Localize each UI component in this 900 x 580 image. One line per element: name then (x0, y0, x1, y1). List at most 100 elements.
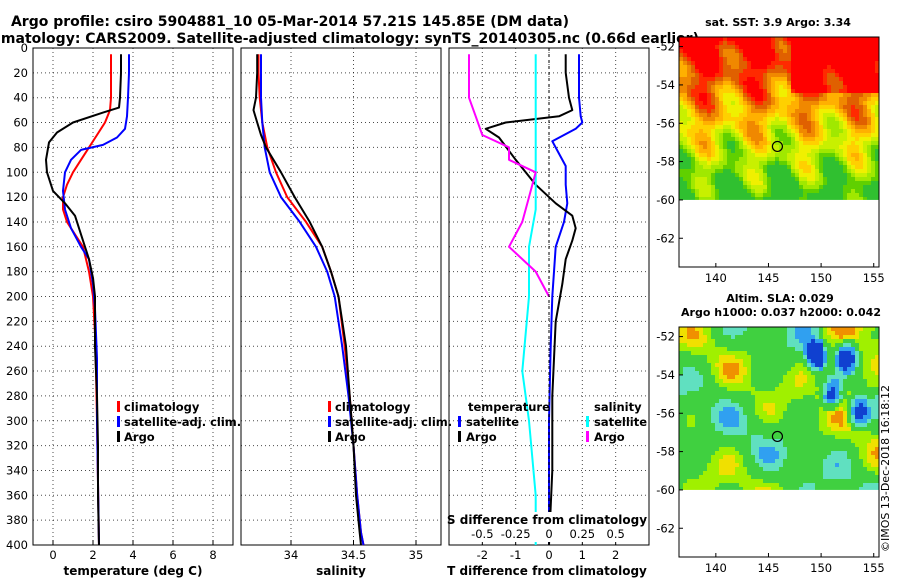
heatmap-cell (759, 129, 763, 133)
heatmap-cell (839, 331, 843, 335)
heatmap-cell (683, 439, 687, 443)
heatmap-cell (731, 335, 735, 339)
heatmap-cell (775, 177, 779, 181)
heatmap-cell (687, 463, 691, 467)
heatmap-cell (707, 459, 711, 463)
heatmap-cell (843, 475, 847, 479)
heatmap-cell (719, 117, 723, 121)
heatmap-cell (875, 375, 879, 379)
heatmap-cell (771, 391, 775, 395)
heatmap-cell (851, 157, 855, 161)
heatmap-cell (843, 189, 847, 193)
heatmap-cell (775, 81, 779, 85)
heatmap-cell (715, 455, 719, 459)
heatmap-cell (739, 363, 743, 367)
heatmap-cell (831, 73, 835, 77)
heatmap-cell (687, 371, 691, 375)
heatmap-cell (723, 133, 727, 137)
heatmap-cell (695, 471, 699, 475)
heatmap-cell (831, 165, 835, 169)
heatmap-cell (775, 367, 779, 371)
heatmap-cell (831, 137, 835, 141)
heatmap-cell (727, 177, 731, 181)
heatmap-cell (779, 443, 783, 447)
heatmap-cell (875, 351, 879, 355)
heatmap-cell (835, 375, 839, 379)
heatmap-cell (763, 117, 767, 121)
heatmap-cell (791, 471, 795, 475)
heatmap-cell (791, 141, 795, 145)
heatmap-cell (823, 45, 827, 49)
heatmap-cell (783, 371, 787, 375)
heatmap-cell (755, 379, 759, 383)
heatmap-cell (811, 375, 815, 379)
heatmap-cell (819, 45, 823, 49)
heatmap-cell (723, 347, 727, 351)
heatmap-cell (871, 177, 875, 181)
heatmap-cell (715, 173, 719, 177)
heatmap-cell (847, 467, 851, 471)
heatmap-cell (875, 427, 879, 431)
heatmap-cell (731, 177, 735, 181)
heatmap-cell (859, 121, 863, 125)
heatmap-cell (699, 57, 703, 61)
heatmap-cell (699, 419, 703, 423)
heatmap-cell (843, 53, 847, 57)
heatmap-cell (763, 391, 767, 395)
heatmap-cell (731, 459, 735, 463)
heatmap-cell (847, 327, 851, 331)
heatmap-cell (847, 423, 851, 427)
heatmap-cell (847, 391, 851, 395)
heatmap-cell (739, 169, 743, 173)
heatmap-cell (803, 379, 807, 383)
heatmap-cell (835, 479, 839, 483)
heatmap-cell (855, 339, 859, 343)
legend-satellite-adj: satellite-adj. clim. (124, 415, 241, 429)
heatmap-cell (683, 85, 687, 89)
heatmap-cell (747, 185, 751, 189)
heatmap-cell (799, 161, 803, 165)
heatmap-cell (739, 427, 743, 431)
heatmap-cell (847, 165, 851, 169)
heatmap-cell (711, 69, 715, 73)
heatmap-cell (807, 101, 811, 105)
heatmap-cell (771, 57, 775, 61)
heatmap-cell (811, 379, 815, 383)
heatmap-cell (743, 193, 747, 197)
heatmap-cell (767, 41, 771, 45)
heatmap-cell (839, 451, 843, 455)
heatmap-cell (835, 193, 839, 197)
heatmap-cell (759, 165, 763, 169)
heatmap-cell (807, 343, 811, 347)
heatmap-cell (727, 335, 731, 339)
heatmap-cell (703, 157, 707, 161)
heatmap-cell (819, 439, 823, 443)
heatmap-cell (691, 375, 695, 379)
heatmap-cell (863, 431, 867, 435)
heatmap-cell (843, 367, 847, 371)
heatmap-cell (851, 487, 855, 490)
heatmap-cell (711, 165, 715, 169)
heatmap-cell (787, 351, 791, 355)
heatmap-cell (859, 41, 863, 45)
heatmap-cell (859, 153, 863, 157)
heatmap-cell (863, 451, 867, 455)
heatmap-cell (783, 45, 787, 49)
heatmap-cell (679, 487, 683, 490)
heatmap-cell (875, 423, 879, 427)
heatmap-cell (703, 61, 707, 65)
heatmap-cell (791, 97, 795, 101)
heatmap-cell (691, 391, 695, 395)
heatmap-cell (707, 101, 711, 105)
heatmap-cell (759, 335, 763, 339)
heatmap-cell (703, 471, 707, 475)
heatmap-cell (867, 479, 871, 483)
heatmap-cell (775, 395, 779, 399)
heatmap-cell (707, 117, 711, 121)
heatmap-cell (727, 193, 731, 197)
heatmap-cell (727, 371, 731, 375)
heatmap-cell (755, 37, 759, 41)
heatmap-cell (743, 467, 747, 471)
heatmap-cell (863, 69, 867, 73)
heatmap-cell (847, 57, 851, 61)
